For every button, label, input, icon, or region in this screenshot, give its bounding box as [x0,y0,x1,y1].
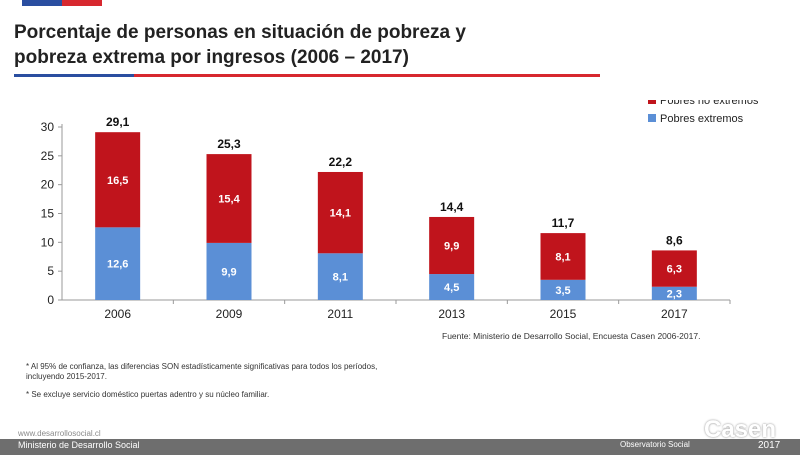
bar-segment-extremos [95,227,141,300]
x-tick-label: 2013 [438,307,465,321]
casen-year: 2017 [758,440,781,451]
bar-segment-extremos [429,274,475,300]
bar-segment-extremos [317,253,363,300]
data-label-total: 11,7 [552,216,575,230]
title-rule-red [134,74,600,77]
title-line-1: Porcentaje de personas en situación de p… [14,22,466,43]
data-label-no-extremos: 6,3 [667,264,682,276]
footnote-2: * Se excluye servicio doméstico puertas … [26,390,270,399]
title-line-2: pobreza extrema por ingresos (2006 – 201… [14,47,409,68]
legend-label-no-extremos: Pobres no extremos [660,100,759,107]
data-label-extremos: 12,6 [107,259,128,271]
source-note: Fuente: Ministerio de Desarrollo Social,… [442,331,701,341]
footer: www.desarrollosocial.cl Ministerio de De… [0,416,800,455]
bar-segment-no-extremos [317,171,363,254]
data-label-no-extremos: 16,5 [107,175,128,187]
footnote-1: * Al 95% de confianza, las diferencias S… [26,362,378,381]
flag-stripe [22,0,102,6]
y-tick-label: 30 [41,120,55,134]
footer-url[interactable]: www.desarrollosocial.cl [18,429,101,438]
data-label-total: 22,2 [329,155,353,169]
y-tick-label: 0 [47,293,54,307]
x-tick-label: 2011 [327,307,353,321]
legend-swatch-extremos [648,114,656,122]
data-label-extremos: 3,5 [555,285,570,297]
data-label-no-extremos: 8,1 [555,251,570,263]
x-tick-label: 2015 [550,307,577,321]
footnotes: * Al 95% de confianza, las diferencias S… [26,362,386,408]
bar-segment-extremos [651,286,697,300]
data-label-no-extremos: 9,9 [444,241,459,253]
footer-ministry: Ministerio de Desarrollo Social [18,440,140,450]
legend-swatch-no-extremos [648,100,656,104]
y-tick-label: 20 [41,178,55,192]
data-label-total: 14,4 [440,200,464,214]
y-tick-label: 10 [41,235,55,249]
casen-logo: Casen [704,416,777,443]
data-label-total: 25,3 [217,137,241,151]
bar-segment-no-extremos [651,250,697,287]
x-tick-label: 2017 [661,307,688,321]
footer-bar [0,439,800,455]
flag-red [62,0,102,6]
data-label-extremos: 4,5 [444,282,459,294]
y-tick-label: 25 [41,149,55,163]
data-label-no-extremos: 15,4 [218,194,240,206]
bar-segment-no-extremos [206,154,252,243]
page-title: Porcentaje de personas en situación de p… [14,20,574,70]
data-label-extremos: 2,3 [667,288,682,300]
bar-segment-extremos [206,242,252,300]
x-tick-label: 2006 [104,307,131,321]
x-tick-label: 2009 [216,307,243,321]
bar-segment-no-extremos [95,132,141,228]
data-label-total: 29,1 [106,115,130,129]
data-label-total: 8,6 [666,233,683,247]
stacked-bar-chart: 0 5 10 15 20 25 30 12,6 16,5 29,1 2006 9,9 15,4 25,3 2… [41,100,759,321]
title-rule-blue [14,74,134,77]
bar-segment-no-extremos [540,233,586,280]
bar-segment-extremos [540,279,586,300]
flag-blue [22,0,62,6]
footer-observatorio: Observatorio Social [620,440,690,449]
data-label-no-extremos: 14,1 [330,208,351,220]
y-tick-label: 5 [47,264,54,278]
data-label-extremos: 8,1 [333,272,348,284]
y-tick-label: 15 [41,207,55,221]
bar-segment-no-extremos [429,216,475,275]
data-label-extremos: 9,9 [221,266,236,278]
legend-label-extremos: Pobres extremos [660,113,744,125]
